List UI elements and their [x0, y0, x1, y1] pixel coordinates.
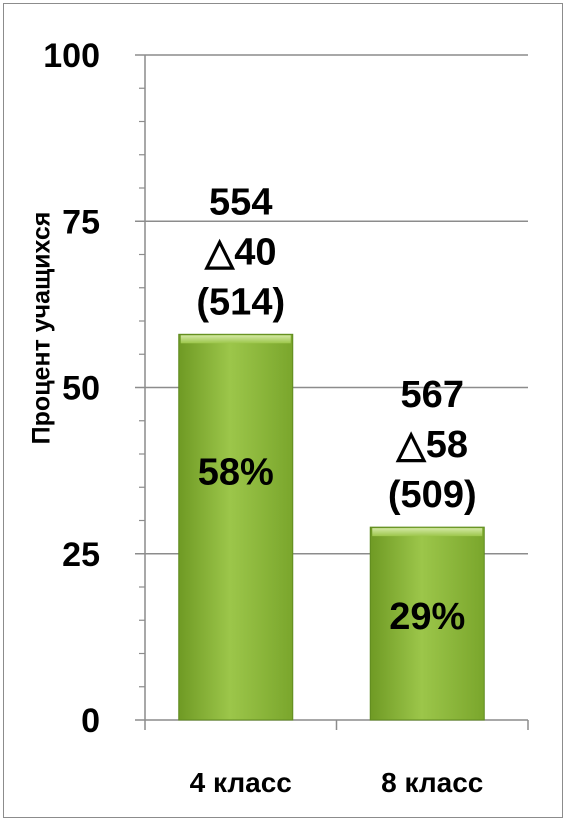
y-tick-label-25: 25 [62, 536, 100, 574]
x-category-label-2: 8 класс [381, 767, 483, 798]
labels: 0 25 50 75 100 58% 554 △40 (514) 4 класс 29% 567 △58… [43, 37, 483, 798]
bar-highlight-1 [180, 335, 291, 344]
chart-frame [3, 3, 563, 818]
y-tick-label-75: 75 [62, 203, 100, 241]
bar-annotation-1-line-2: △40 [204, 231, 277, 273]
bar-annotation-2-line-2: △58 [396, 424, 469, 466]
bar-1 [178, 333, 294, 721]
bar-annotation-1-line-3: (514) [196, 281, 285, 323]
bars [178, 333, 485, 721]
bar-annotation-2-line-3: (509) [388, 474, 477, 516]
x-category-label-1: 4 класс [190, 767, 292, 798]
bar-highlight-2 [372, 528, 483, 537]
bar-value-label-2: 29% [389, 596, 465, 638]
bar-2 [369, 526, 485, 721]
bar-value-label-1: 58% [198, 451, 274, 493]
y-axis-label: Процент учащихся [27, 211, 56, 445]
bar-annotation-2-line-1: 567 [401, 374, 464, 416]
y-tick-label-0: 0 [81, 702, 100, 740]
y-tick-label-50: 50 [62, 370, 100, 408]
y-tick-label-100: 100 [43, 37, 100, 75]
bar-annotation-1-line-1: 554 [209, 181, 272, 223]
